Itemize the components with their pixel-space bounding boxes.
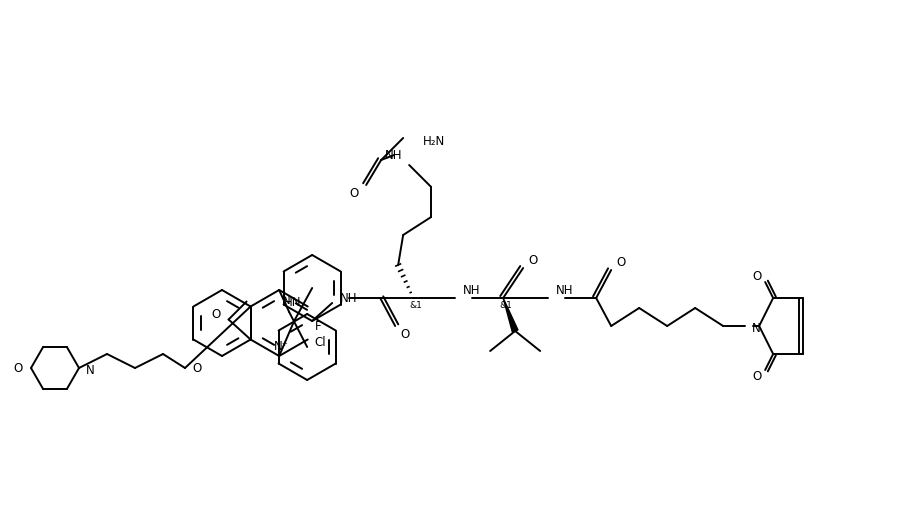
- Text: N: N: [752, 323, 761, 335]
- Text: F: F: [315, 320, 321, 332]
- Text: O: O: [192, 361, 202, 375]
- Text: &1: &1: [499, 301, 513, 310]
- Text: HN: HN: [284, 296, 301, 308]
- Text: O: O: [349, 186, 358, 200]
- Text: Cl: Cl: [314, 336, 326, 349]
- Polygon shape: [503, 298, 518, 332]
- Text: N⁺: N⁺: [273, 340, 289, 353]
- Text: O: O: [14, 361, 23, 375]
- Text: O: O: [528, 253, 538, 267]
- Text: O: O: [752, 269, 761, 282]
- Text: O: O: [400, 327, 410, 341]
- Text: N: N: [282, 294, 291, 306]
- Text: O: O: [617, 256, 626, 269]
- Text: N: N: [86, 364, 94, 378]
- Text: O: O: [752, 370, 761, 382]
- Text: NH: NH: [463, 285, 480, 297]
- Text: &1: &1: [410, 301, 422, 310]
- Text: O: O: [212, 308, 221, 321]
- Text: NH: NH: [385, 149, 402, 161]
- Text: NH: NH: [557, 285, 574, 297]
- Text: H₂N: H₂N: [423, 134, 446, 148]
- Text: NH: NH: [340, 292, 358, 304]
